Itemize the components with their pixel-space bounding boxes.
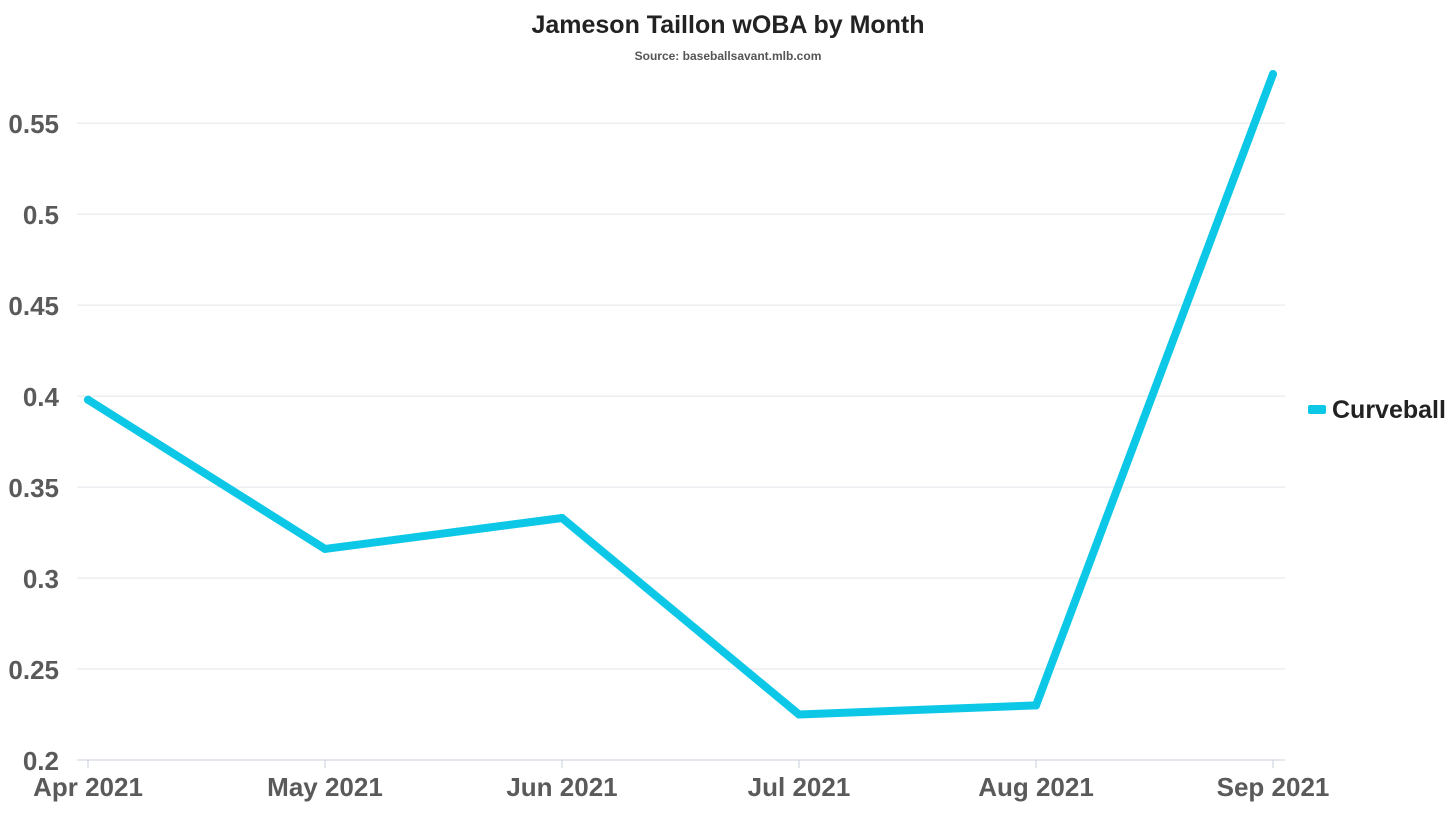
data-point[interactable] [321, 544, 329, 553]
y-tick-label: 0.2 [23, 746, 59, 776]
x-tick-label: Jul 2021 [748, 772, 851, 802]
x-tick-label: Apr 2021 [33, 772, 143, 802]
data-point[interactable] [1269, 70, 1277, 79]
data-point[interactable] [84, 395, 92, 404]
legend-swatch [1308, 405, 1326, 414]
y-tick-label: 0.35 [8, 473, 59, 503]
legend[interactable]: Curveball [1308, 396, 1446, 424]
y-tick-label: 0.4 [23, 382, 60, 412]
x-axis [77, 759, 1285, 768]
y-axis-tick-labels: 0.2 0.25 0.3 0.35 0.4 0.45 0.5 0.55 [8, 109, 59, 776]
legend-label[interactable]: Curveball [1332, 396, 1446, 424]
x-tick-label: Sep 2021 [1217, 772, 1330, 802]
chart-title: Jameson Taillon wOBA by Month [531, 11, 924, 39]
data-point[interactable] [795, 710, 803, 719]
series-layer [84, 70, 1277, 719]
data-point[interactable] [1032, 701, 1040, 710]
y-tick-label: 0.55 [8, 109, 59, 139]
x-axis-tick-labels: Apr 2021 May 2021 Jun 2021 Jul 2021 Aug 2021… [33, 772, 1329, 802]
chart-subtitle: Source: baseballsavant.mlb.com [635, 49, 822, 63]
series-line-curveball[interactable] [84, 70, 1277, 719]
x-tick-label: Jun 2021 [506, 772, 617, 802]
y-tick-label: 0.5 [23, 200, 59, 230]
gridlines [77, 122, 1285, 670]
data-point[interactable] [558, 514, 566, 523]
x-tick-label: Aug 2021 [978, 772, 1094, 802]
y-tick-label: 0.3 [23, 564, 59, 594]
y-tick-label: 0.25 [8, 655, 59, 685]
x-tick-label: May 2021 [267, 772, 383, 802]
y-tick-label: 0.45 [8, 291, 59, 321]
